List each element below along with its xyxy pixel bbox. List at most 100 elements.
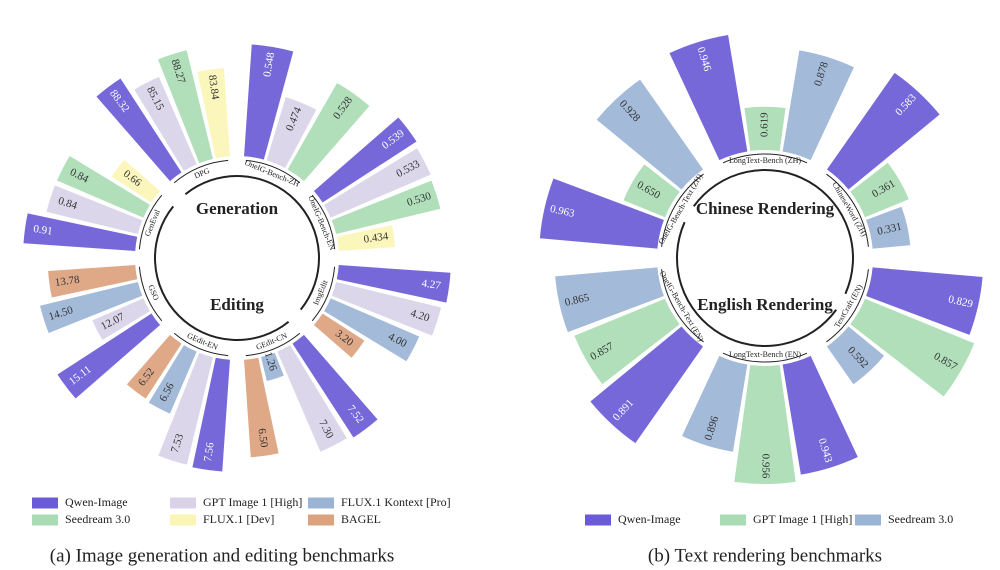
legend-swatch xyxy=(308,497,334,509)
category-label: LongText-Bench (ZH) xyxy=(729,156,801,165)
bar xyxy=(866,206,911,249)
bar xyxy=(682,355,748,452)
category-tick xyxy=(138,266,163,322)
value-label: 0.84 xyxy=(57,195,79,212)
legend-swatch xyxy=(720,514,746,526)
bar xyxy=(158,352,213,465)
value-label: 4.20 xyxy=(409,307,431,324)
section-arc xyxy=(676,221,838,347)
bar xyxy=(46,185,143,234)
bar xyxy=(555,267,664,333)
bar xyxy=(23,213,138,251)
legend-label: GPT Image 1 [High] xyxy=(753,512,852,526)
category-tick xyxy=(826,269,869,343)
section-arc xyxy=(692,169,854,295)
legend-label: BAGEL xyxy=(341,512,381,526)
bar xyxy=(292,334,378,438)
category-label: DPG xyxy=(193,166,211,181)
legend-swatch xyxy=(170,514,196,526)
value-label: 13.78 xyxy=(54,274,81,289)
bar xyxy=(324,298,420,362)
value-label: 0.91 xyxy=(33,223,54,238)
category-label: ImgEdit xyxy=(311,278,330,306)
category-tick xyxy=(826,173,869,247)
legend-swatch xyxy=(585,514,611,526)
bar xyxy=(596,79,704,190)
section-label: English Rendering xyxy=(697,295,833,314)
bar xyxy=(331,180,441,234)
legend-swatch xyxy=(308,514,334,526)
category-tick xyxy=(661,269,704,343)
category-label: LongText-Bench (EN) xyxy=(729,350,801,359)
value-label: 6.50 xyxy=(255,428,270,449)
bar xyxy=(313,313,365,358)
bar xyxy=(266,97,317,169)
category-label: GSO xyxy=(146,283,161,301)
bar xyxy=(48,265,138,298)
legend-label: Qwen-Image xyxy=(618,512,681,526)
bar xyxy=(192,357,230,472)
bar xyxy=(111,159,161,203)
bar xyxy=(277,345,347,452)
bar xyxy=(826,326,885,385)
legend-swatch xyxy=(32,514,58,526)
bar xyxy=(261,352,284,382)
bar xyxy=(126,334,182,399)
bar xyxy=(197,68,230,159)
bar xyxy=(734,365,796,484)
bar xyxy=(850,298,975,397)
bar xyxy=(96,78,182,182)
bar xyxy=(57,155,150,218)
legend-label: Qwen-Image xyxy=(65,495,128,509)
section-arc xyxy=(154,205,290,341)
bar xyxy=(244,44,294,160)
bar xyxy=(850,162,909,218)
value-label: 0.548 xyxy=(261,51,277,78)
bar xyxy=(336,265,451,303)
bar xyxy=(148,345,197,414)
value-label: 4.27 xyxy=(421,277,442,292)
bar xyxy=(782,50,854,161)
bar xyxy=(826,72,940,190)
bar xyxy=(574,298,680,385)
legend-swatch xyxy=(855,514,881,526)
category-tick xyxy=(311,266,336,322)
category-tick xyxy=(245,332,301,357)
category-tick xyxy=(722,153,808,164)
bar xyxy=(336,224,396,251)
value-label: 0.963 xyxy=(549,203,576,220)
section-label: Editing xyxy=(210,295,264,314)
value-label: 0.331 xyxy=(876,221,903,238)
value-label: 7.53 xyxy=(169,432,186,454)
bar xyxy=(669,35,748,161)
legend-swatch xyxy=(170,497,196,509)
category-tick xyxy=(311,194,336,250)
legend-swatch xyxy=(32,497,58,509)
bar xyxy=(324,148,431,218)
value-label: 1.26 xyxy=(262,350,279,372)
category-label: GEdit-EN xyxy=(186,331,220,352)
value-label: 0.865 xyxy=(564,292,591,309)
value-label: 0.619 xyxy=(759,112,771,137)
legend-label: Seedream 3.0 xyxy=(888,512,953,526)
category-tick xyxy=(722,352,808,363)
category-tick xyxy=(138,194,163,250)
bar xyxy=(157,50,213,164)
legend-label: Seedream 3.0 xyxy=(65,512,130,526)
category-tick xyxy=(173,332,229,357)
category-tick xyxy=(245,159,301,184)
legend-label: FLUX.1 Kontext [Pro] xyxy=(341,495,451,509)
bar xyxy=(623,164,680,218)
bar xyxy=(866,267,983,335)
value-label: 7.56 xyxy=(202,441,217,462)
bar xyxy=(744,106,786,151)
value-label: 0.434 xyxy=(363,230,390,245)
value-label: 0.829 xyxy=(947,293,974,310)
bar xyxy=(331,282,442,336)
bar xyxy=(244,357,279,458)
bar xyxy=(313,117,417,203)
caption: (b) Text rendering benchmarks xyxy=(648,545,882,566)
bar xyxy=(57,313,161,399)
value-label: 0.956 xyxy=(759,454,771,479)
